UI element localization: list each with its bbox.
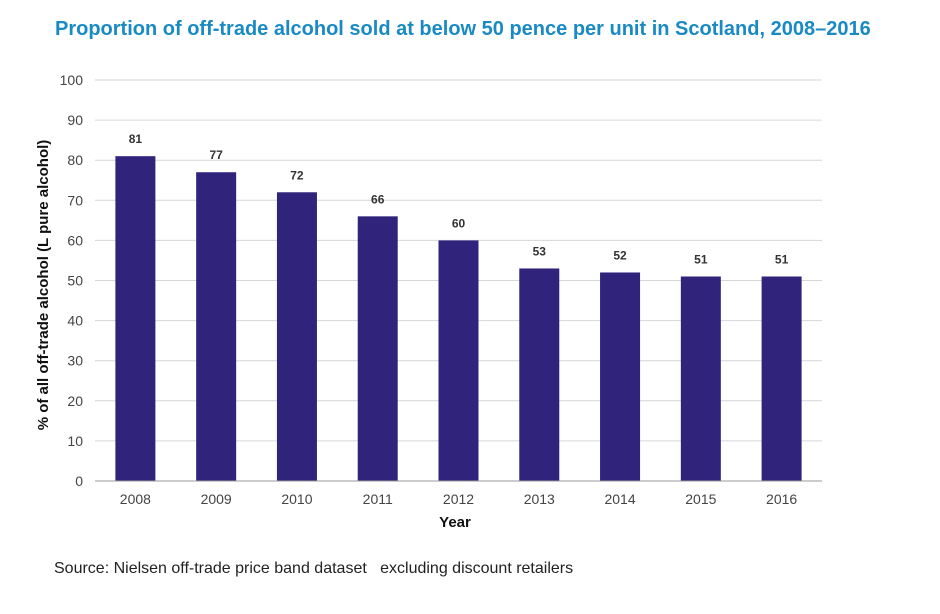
y-axis-ticks: 0 10 20 30 40 50 60 70 80 90 100 xyxy=(60,72,84,489)
y-tick-label: 40 xyxy=(67,313,83,329)
bar-2014 xyxy=(600,272,641,481)
bar-2015 xyxy=(680,276,721,481)
x-tick-label: 2011 xyxy=(363,491,393,507)
x-axis-ticks: 2008 2009 2010 2011 2012 2013 2014 2015 2016 xyxy=(120,491,798,507)
bar-2009 xyxy=(196,172,237,482)
x-tick-label: 2014 xyxy=(604,491,635,507)
x-tick-label: 2013 xyxy=(524,491,555,507)
data-label: 66 xyxy=(371,192,385,206)
data-label: 81 xyxy=(129,132,143,146)
data-label: 72 xyxy=(290,168,304,182)
y-tick-label: 100 xyxy=(60,72,84,88)
bar-2011 xyxy=(357,216,398,481)
x-tick-label: 2009 xyxy=(201,491,232,507)
data-label: 77 xyxy=(209,148,223,162)
y-tick-label: 10 xyxy=(67,433,83,449)
data-label: 51 xyxy=(775,252,789,266)
y-tick-label: 60 xyxy=(67,232,83,248)
data-label: 60 xyxy=(452,216,466,230)
source-note: Source: Nielsen off-trade price band dat… xyxy=(54,560,574,577)
bars xyxy=(115,156,802,482)
bar-2010 xyxy=(276,192,317,481)
x-tick-label: 2012 xyxy=(443,491,474,507)
y-tick-label: 90 xyxy=(67,112,83,128)
x-tick-label: 2010 xyxy=(281,491,312,507)
y-axis-title: % of all off-trade alcohol (L pure alcoh… xyxy=(35,140,52,431)
y-tick-label: 50 xyxy=(67,273,83,289)
bar-2012 xyxy=(438,240,479,481)
bar-2016 xyxy=(761,276,802,481)
y-tick-label: 20 xyxy=(67,393,83,409)
bar-2008 xyxy=(115,156,156,481)
data-label: 52 xyxy=(613,248,627,262)
y-tick-label: 0 xyxy=(75,473,83,489)
y-tick-label: 70 xyxy=(67,192,83,208)
x-tick-label: 2008 xyxy=(120,491,151,507)
data-labels: 81 77 72 66 60 53 52 51 51 xyxy=(129,132,789,266)
data-label: 51 xyxy=(694,252,708,266)
bar-2013 xyxy=(519,268,560,481)
chart-title: Proportion of off-trade alcohol sold at … xyxy=(55,18,871,40)
y-tick-label: 30 xyxy=(67,353,83,369)
x-tick-label: 2015 xyxy=(685,491,716,507)
x-tick-label: 2016 xyxy=(766,491,797,507)
x-axis-title: Year xyxy=(439,514,471,531)
data-label: 53 xyxy=(533,244,547,258)
y-tick-label: 80 xyxy=(67,152,83,168)
